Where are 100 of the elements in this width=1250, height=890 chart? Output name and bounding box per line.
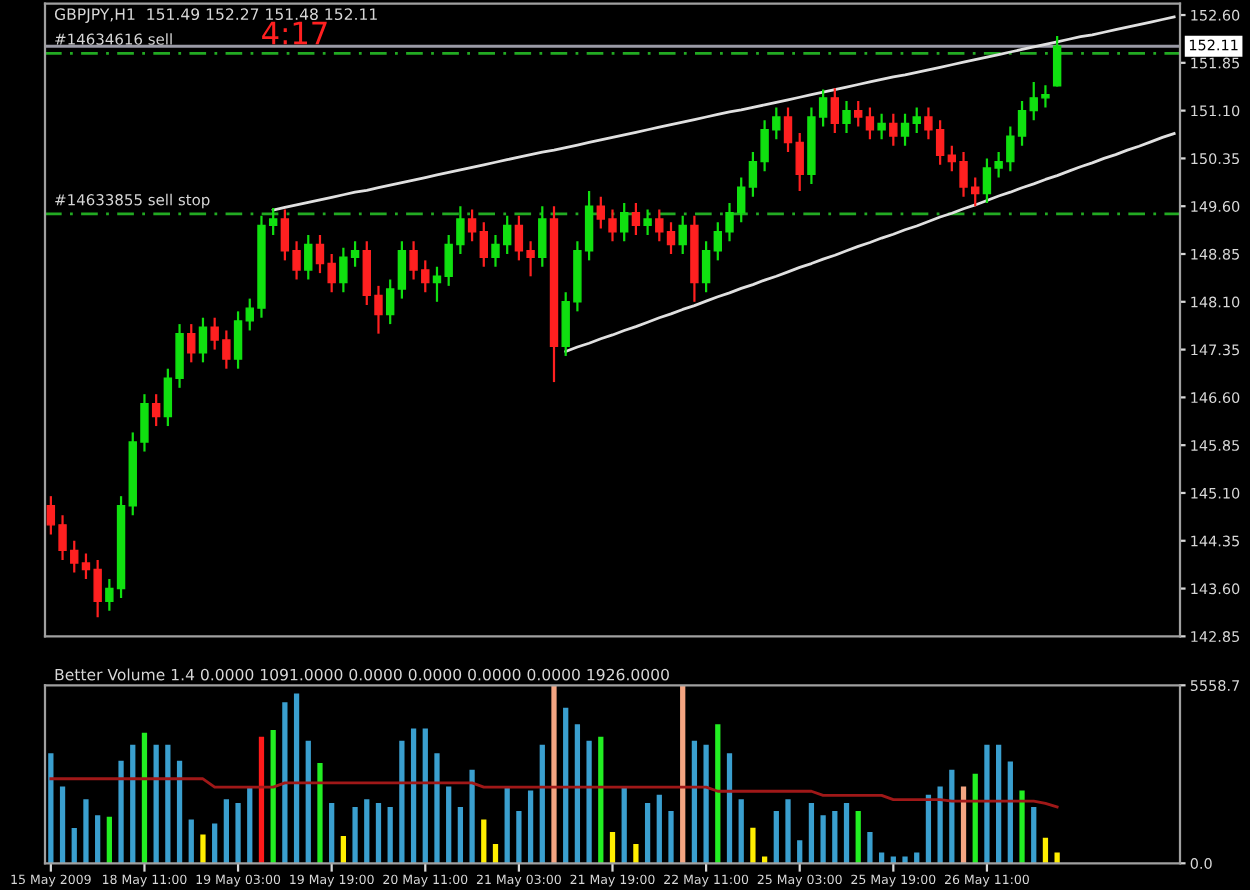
bar	[949, 769, 955, 864]
candlestick	[187, 322, 196, 364]
bar	[644, 803, 651, 864]
bar	[1007, 761, 1013, 864]
bar	[188, 819, 194, 864]
bar	[996, 744, 1002, 864]
bar	[1031, 806, 1037, 864]
bar	[726, 753, 733, 864]
bar	[71, 828, 77, 864]
bar	[750, 827, 756, 864]
bar	[937, 786, 943, 864]
bar	[504, 786, 510, 864]
bar	[984, 744, 990, 864]
bar	[200, 834, 206, 864]
bar	[399, 740, 405, 864]
candlestick	[538, 205, 547, 268]
annotation: 4:17	[262, 21, 327, 45]
bar	[621, 786, 627, 864]
bar	[738, 799, 744, 864]
bar	[212, 823, 218, 864]
bar	[457, 806, 464, 864]
bar	[656, 794, 662, 864]
bar	[516, 811, 522, 864]
bar	[317, 763, 323, 864]
bar	[141, 732, 148, 864]
bar	[867, 831, 873, 864]
candlestick	[479, 221, 488, 268]
bar	[434, 753, 440, 864]
bar	[410, 728, 417, 864]
bar	[715, 724, 721, 864]
bar	[703, 744, 709, 864]
bar	[633, 844, 639, 864]
candlestick	[397, 240, 407, 300]
bar	[972, 773, 978, 864]
bar	[598, 736, 604, 864]
bar	[668, 811, 674, 864]
candlestick	[795, 131, 804, 193]
bar	[680, 685, 686, 864]
bar	[329, 803, 335, 864]
bar	[691, 740, 698, 864]
bar	[527, 790, 534, 864]
bar	[305, 740, 311, 864]
bar	[48, 753, 54, 864]
bar	[270, 730, 276, 864]
bar	[258, 736, 265, 864]
bar	[797, 840, 803, 864]
candlestick	[701, 240, 711, 294]
bar	[106, 816, 112, 864]
line-series	[49, 777, 1059, 809]
bar	[118, 760, 124, 864]
candlestick	[912, 106, 921, 135]
bar	[1019, 790, 1025, 864]
bar	[586, 740, 592, 864]
candlestick	[877, 112, 886, 141]
bar	[808, 803, 815, 864]
candlestick	[678, 214, 687, 256]
bar	[352, 806, 358, 864]
bar	[247, 786, 253, 864]
bar	[422, 728, 428, 864]
bar	[340, 836, 347, 864]
candlestick	[198, 316, 208, 364]
bar	[832, 811, 838, 864]
bar	[855, 811, 861, 864]
bar	[820, 815, 826, 864]
candlestick	[385, 278, 395, 326]
candlestick	[233, 310, 243, 370]
bar	[83, 799, 89, 864]
candlestick	[783, 106, 793, 154]
bar	[235, 803, 241, 864]
bar	[282, 702, 288, 864]
bar	[609, 831, 616, 864]
bar	[446, 786, 452, 864]
candlestick	[643, 208, 652, 236]
candlestick	[842, 99, 851, 135]
candlestick	[854, 99, 863, 128]
bar	[481, 819, 487, 864]
bar	[223, 799, 229, 864]
bar	[293, 693, 300, 864]
candlestick	[1052, 34, 1062, 88]
bar	[551, 685, 557, 864]
bar	[785, 799, 791, 864]
bar	[960, 786, 967, 864]
bar	[95, 815, 101, 864]
bar	[773, 811, 779, 864]
candlestick	[304, 233, 313, 281]
bar	[153, 744, 159, 864]
bar	[364, 799, 370, 864]
line-series	[564, 132, 1176, 353]
candlestick	[865, 106, 875, 141]
bar	[130, 744, 136, 864]
bar	[59, 786, 66, 864]
bar	[165, 744, 171, 864]
bar	[176, 760, 183, 864]
bar	[574, 724, 581, 864]
candlestick	[889, 112, 898, 147]
bar	[539, 744, 545, 864]
bar	[563, 707, 569, 864]
bar	[469, 769, 475, 864]
candlestick	[619, 201, 629, 243]
candlestick	[900, 112, 910, 147]
